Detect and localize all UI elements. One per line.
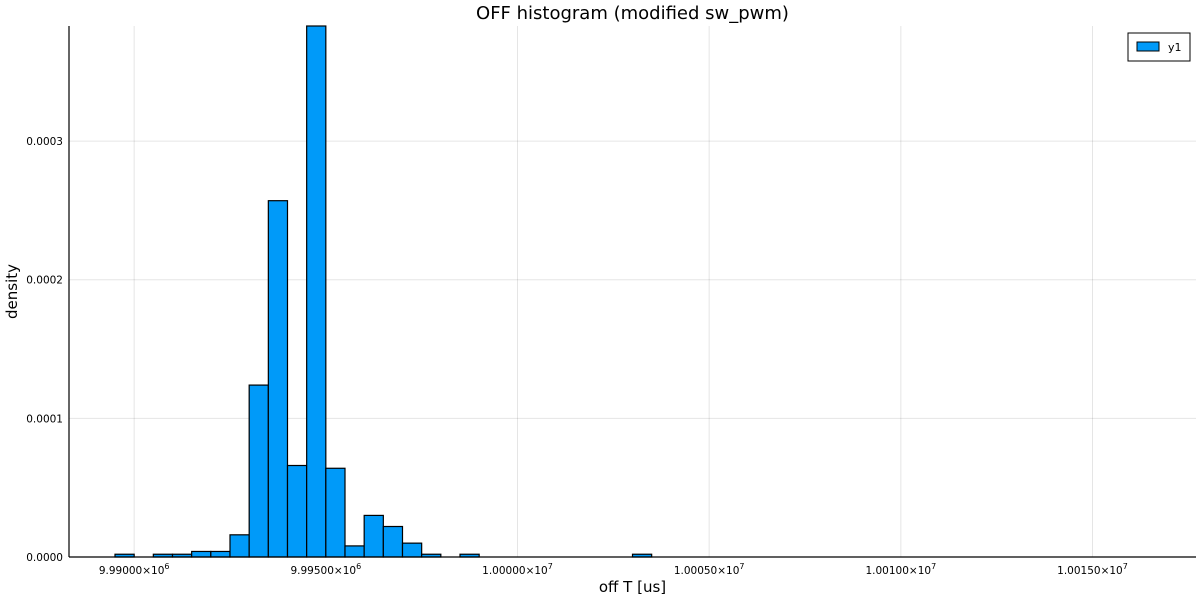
y-tick-label-1: 0.0001 [26,413,63,425]
histogram-bar-7 [248,384,269,558]
x-tick-label-4: 1.00100×107 [865,562,936,577]
grid [69,26,1196,558]
histogram-bar-5 [210,550,231,558]
histogram-bar-9 [286,464,308,558]
histogram-bar-15 [401,542,423,558]
legend-label: y1 [1168,41,1182,54]
bars [114,25,653,558]
y-axis-label: density [3,264,21,319]
x-axis-label: off T [us] [599,578,666,596]
x-tick-label-3: 1.00050×107 [674,562,745,577]
histogram-bar-4 [191,550,212,558]
y-tick-labels: 0.0000 0.0001 0.0002 0.0003 [26,136,63,564]
x-tick-labels: 9.99000×106 9.99500×106 1.00000×107 1.00050… [99,562,1128,577]
x-tick-label-0: 9.99000×106 [99,562,170,577]
legend-swatch [1136,41,1160,52]
histogram-bar-14 [382,525,404,558]
x-tick-label-1: 9.99500×106 [290,562,361,577]
histogram-bar-10 [306,25,327,558]
y-tick-label-2: 0.0002 [26,275,63,287]
histogram-bar-12 [344,545,365,558]
x-tick-label-2: 1.00000×107 [482,562,553,577]
x-tick-label-5: 1.00150×107 [1057,562,1128,577]
y-tick-label-3: 0.0003 [26,136,63,148]
histogram-bar-8 [267,200,289,558]
histogram-bar-11 [325,467,346,558]
legend: y1 [1127,32,1191,62]
histogram-bar-6 [229,534,250,558]
histogram-bar-13 [363,514,384,558]
chart-title: OFF histogram (modified sw_pwm) [476,3,789,24]
y-tick-label-0: 0.0000 [26,552,63,564]
axes [68,26,1196,558]
